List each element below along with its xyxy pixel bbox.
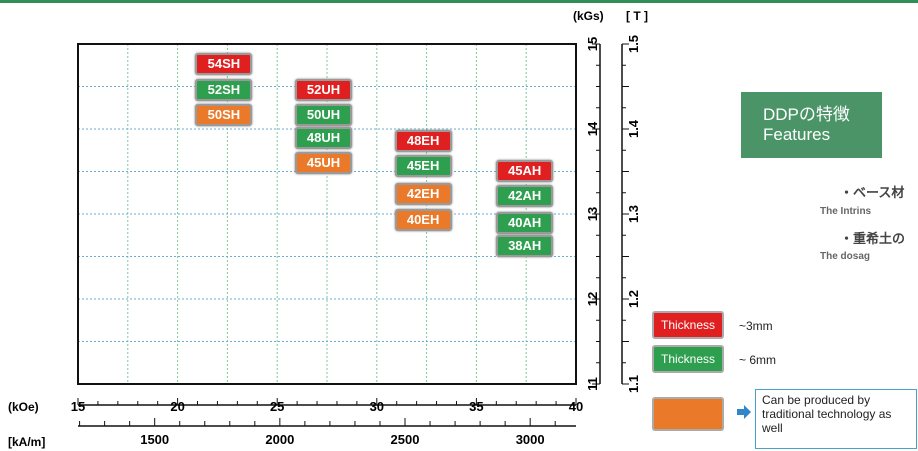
y-tick-label-kgs: 15: [585, 37, 600, 51]
feature-line-1-jp: ・ベース材: [840, 185, 905, 200]
y-tick-label-t: 1.5: [626, 35, 641, 53]
x-axis-unit: (kOe): [8, 400, 39, 414]
x-secondary-tick-label: 3000: [516, 432, 545, 447]
legend-red-desc: ~3mm: [739, 319, 773, 333]
y-axis-unit-kgs: (kGs): [573, 9, 604, 23]
grade-45eh: 45EH: [394, 155, 452, 178]
top-accent-line: [0, 0, 918, 3]
grade-45ah: 45AH: [496, 159, 554, 182]
feature-line-2-jp: ・重希土の: [840, 231, 906, 246]
arrow-right-icon: [737, 405, 751, 419]
x-secondary-tick-label: 2500: [391, 432, 420, 447]
grade-38ah: 38AH: [496, 235, 554, 258]
grade-54sh: 54SH: [195, 53, 253, 76]
plot-frame: [77, 43, 577, 385]
y-tick-label-t: 1.1: [626, 375, 641, 393]
y-axis-unit-t: [ T ]: [626, 9, 648, 23]
x-tick-label: 20: [170, 399, 184, 414]
y-tick-label-kgs: 13: [585, 207, 600, 221]
legend-green-desc: ~ 6mm: [739, 353, 777, 367]
y-tick-label-kgs: 12: [585, 292, 600, 306]
y-tick-label-kgs: 14: [585, 121, 600, 136]
y-tick-label-t: 1.4: [626, 119, 641, 138]
x-tick-label: 15: [71, 399, 85, 414]
x-axis: 15 20 25 30 35 40 1500 2000 2500 3000: [71, 398, 583, 447]
y-tick-label-t: 1.3: [626, 205, 641, 223]
grade-42eh: 42EH: [394, 183, 452, 206]
grade-52sh: 52SH: [195, 78, 253, 101]
x-tick-label: 30: [370, 399, 384, 414]
x-tick-label: 40: [569, 399, 583, 414]
x-tick-label: 25: [270, 399, 284, 414]
y-tick-label-t: 1.2: [626, 290, 641, 308]
grade-52uh: 52UH: [295, 78, 353, 101]
feature-line-2-en: The dosag: [820, 251, 871, 262]
legend-red-swatch: Thickness: [652, 311, 724, 339]
features-title-jp: DDPの特徴: [763, 105, 850, 124]
y-tick-label-kgs: 11: [585, 377, 600, 391]
legend-orange-note: Can be produced by traditional technolog…: [755, 389, 917, 449]
grade-45uh: 45UH: [295, 152, 353, 174]
x-axis-secondary-unit: [kA/m]: [8, 435, 45, 449]
grade-40ah: 40AH: [496, 211, 554, 234]
x-tick-label: 35: [469, 399, 483, 414]
legend-green-swatch: Thickness: [652, 345, 724, 373]
x-secondary-tick-label: 1500: [140, 432, 169, 447]
features-box: DDPの特徴 Features: [741, 92, 882, 158]
grade-48uh: 48UH: [295, 127, 353, 150]
feature-line-1-en: The Intrins: [820, 206, 872, 217]
grade-40eh: 40EH: [394, 208, 452, 231]
legend-orange-swatch: [652, 397, 724, 431]
grade-48eh: 48EH: [394, 129, 452, 152]
grade-42ah: 42AH: [496, 185, 554, 208]
y-axis: 15 14 13 12 11 1.5 1.4 1.3 1.2 1.1: [585, 35, 641, 393]
grade-50uh: 50UH: [295, 103, 353, 126]
features-title-en: Features: [763, 125, 831, 144]
x-secondary-tick-label: 2000: [265, 432, 294, 447]
grade-50sh: 50SH: [195, 103, 253, 126]
